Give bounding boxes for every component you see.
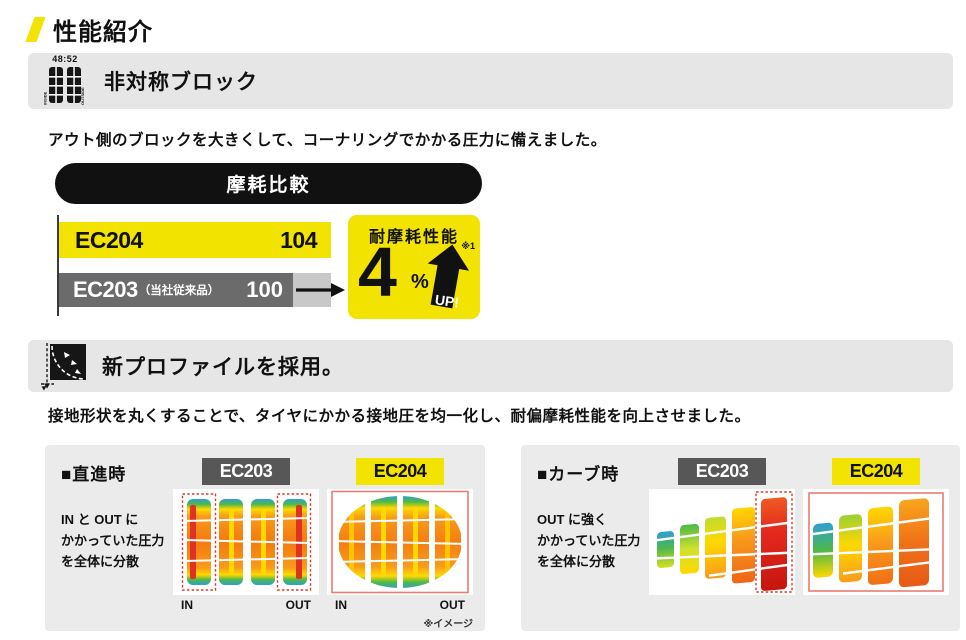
svg-text:INSIDE: INSIDE — [43, 91, 48, 105]
asymmetric-description: アウト側のブロックを大きくして、コーナリングでかかる圧力に備えました。 — [48, 132, 607, 149]
page-title: 性能紹介 — [53, 19, 153, 46]
durability-badge-up-label: UP! — [434, 291, 461, 311]
panel-straight-description: IN と OUT に かかっていた圧力 を全体に分散 — [61, 512, 165, 569]
bar-ec203: EC203 （当社従来品） 100 — [59, 273, 293, 307]
bar-ec203-label: EC203 — [73, 277, 138, 302]
chart-axis — [57, 215, 59, 316]
bar-ec203-sublabel: （当社従来品） — [138, 285, 220, 297]
contact-patch-ec203-straight-image — [173, 489, 319, 595]
arrow-up-icon — [427, 244, 470, 309]
image-disclaimer-note: ※イメージ — [423, 619, 473, 630]
product-badge-ec203: EC203 — [202, 458, 290, 485]
panel-curve-description: OUT に強く かかっていた圧力 を全体に分散 — [537, 512, 641, 569]
arrow-right-icon — [296, 283, 345, 297]
axis-out-label: OUT — [285, 598, 311, 612]
product-badge-ec204: EC204 — [832, 458, 920, 485]
axis-in-label: IN — [181, 598, 193, 612]
axis-labels-ec204: IN OUT — [327, 598, 473, 612]
panel-curve-title: ■カーブ時 — [537, 465, 620, 484]
asymmetric-tread-icon: 48:52 INSIDE OUTSIDE — [40, 55, 90, 107]
contact-patch-ec204-curve-image — [803, 489, 949, 595]
durability-badge-note: ※1 — [461, 241, 475, 251]
durability-badge-unit: % — [411, 271, 429, 293]
section-heading-profile: 新プロファイルを採用。 — [102, 356, 344, 379]
bar-ec204: EC204 104 — [59, 222, 331, 258]
contact-patch-ec204-straight-image — [327, 489, 473, 595]
axis-labels-ec203: IN OUT — [173, 598, 319, 612]
section-heading-asymmetric: 非対称ブロック — [104, 71, 258, 94]
yellow-slash-icon — [25, 17, 46, 42]
product-badge-ec204: EC204 — [356, 458, 444, 485]
section-header-new-profile: 新プロファイルを採用。 — [28, 340, 953, 392]
durability-badge-title: 耐摩耗性能 — [368, 229, 459, 246]
tread-ratio-label: 48:52 — [52, 54, 78, 64]
section-header-asymmetric-block: 48:52 INSIDE OUTSIDE 非対称ブロック — [28, 53, 953, 109]
bar-ec204-label: EC204 — [75, 226, 143, 253]
axis-in-label: IN — [335, 598, 347, 612]
panel-straight-driving: ■直進時 EC203 EC204 IN と OUT に かかっていた圧力 を全体… — [45, 445, 485, 631]
durability-badge: 耐摩耗性能 4 % ※1 UP! — [348, 215, 480, 319]
panel-curving: ■カーブ時 EC203 EC204 OUT に強く かかっていた圧力 を全体に分… — [521, 445, 960, 631]
page-title-row: 性能紹介 — [25, 12, 153, 47]
durability-badge-value: 4 — [358, 233, 397, 311]
wear-comparison-title: 摩耗比較 — [55, 163, 482, 204]
tread-pattern-glyph: INSIDE OUTSIDE — [43, 67, 85, 105]
bar-ec203-value: 100 — [246, 277, 283, 302]
product-badge-ec203: EC203 — [678, 458, 766, 485]
contact-patch-ec203-curve-image — [649, 489, 795, 595]
panel-straight-title: ■直進時 — [61, 465, 127, 484]
bar-ec203-track: EC203 （当社従来品） 100 — [59, 273, 345, 307]
svg-text:OUTSIDE: OUTSIDE — [80, 87, 85, 105]
bar-ec204-value: 104 — [280, 226, 317, 253]
axis-out-label: OUT — [439, 598, 465, 612]
profile-curve-icon — [41, 343, 86, 391]
profile-description: 接地形状を丸くすることで、タイヤにかかる接地圧を均一化し、耐偏摩耗性能を向上させ… — [48, 408, 751, 425]
